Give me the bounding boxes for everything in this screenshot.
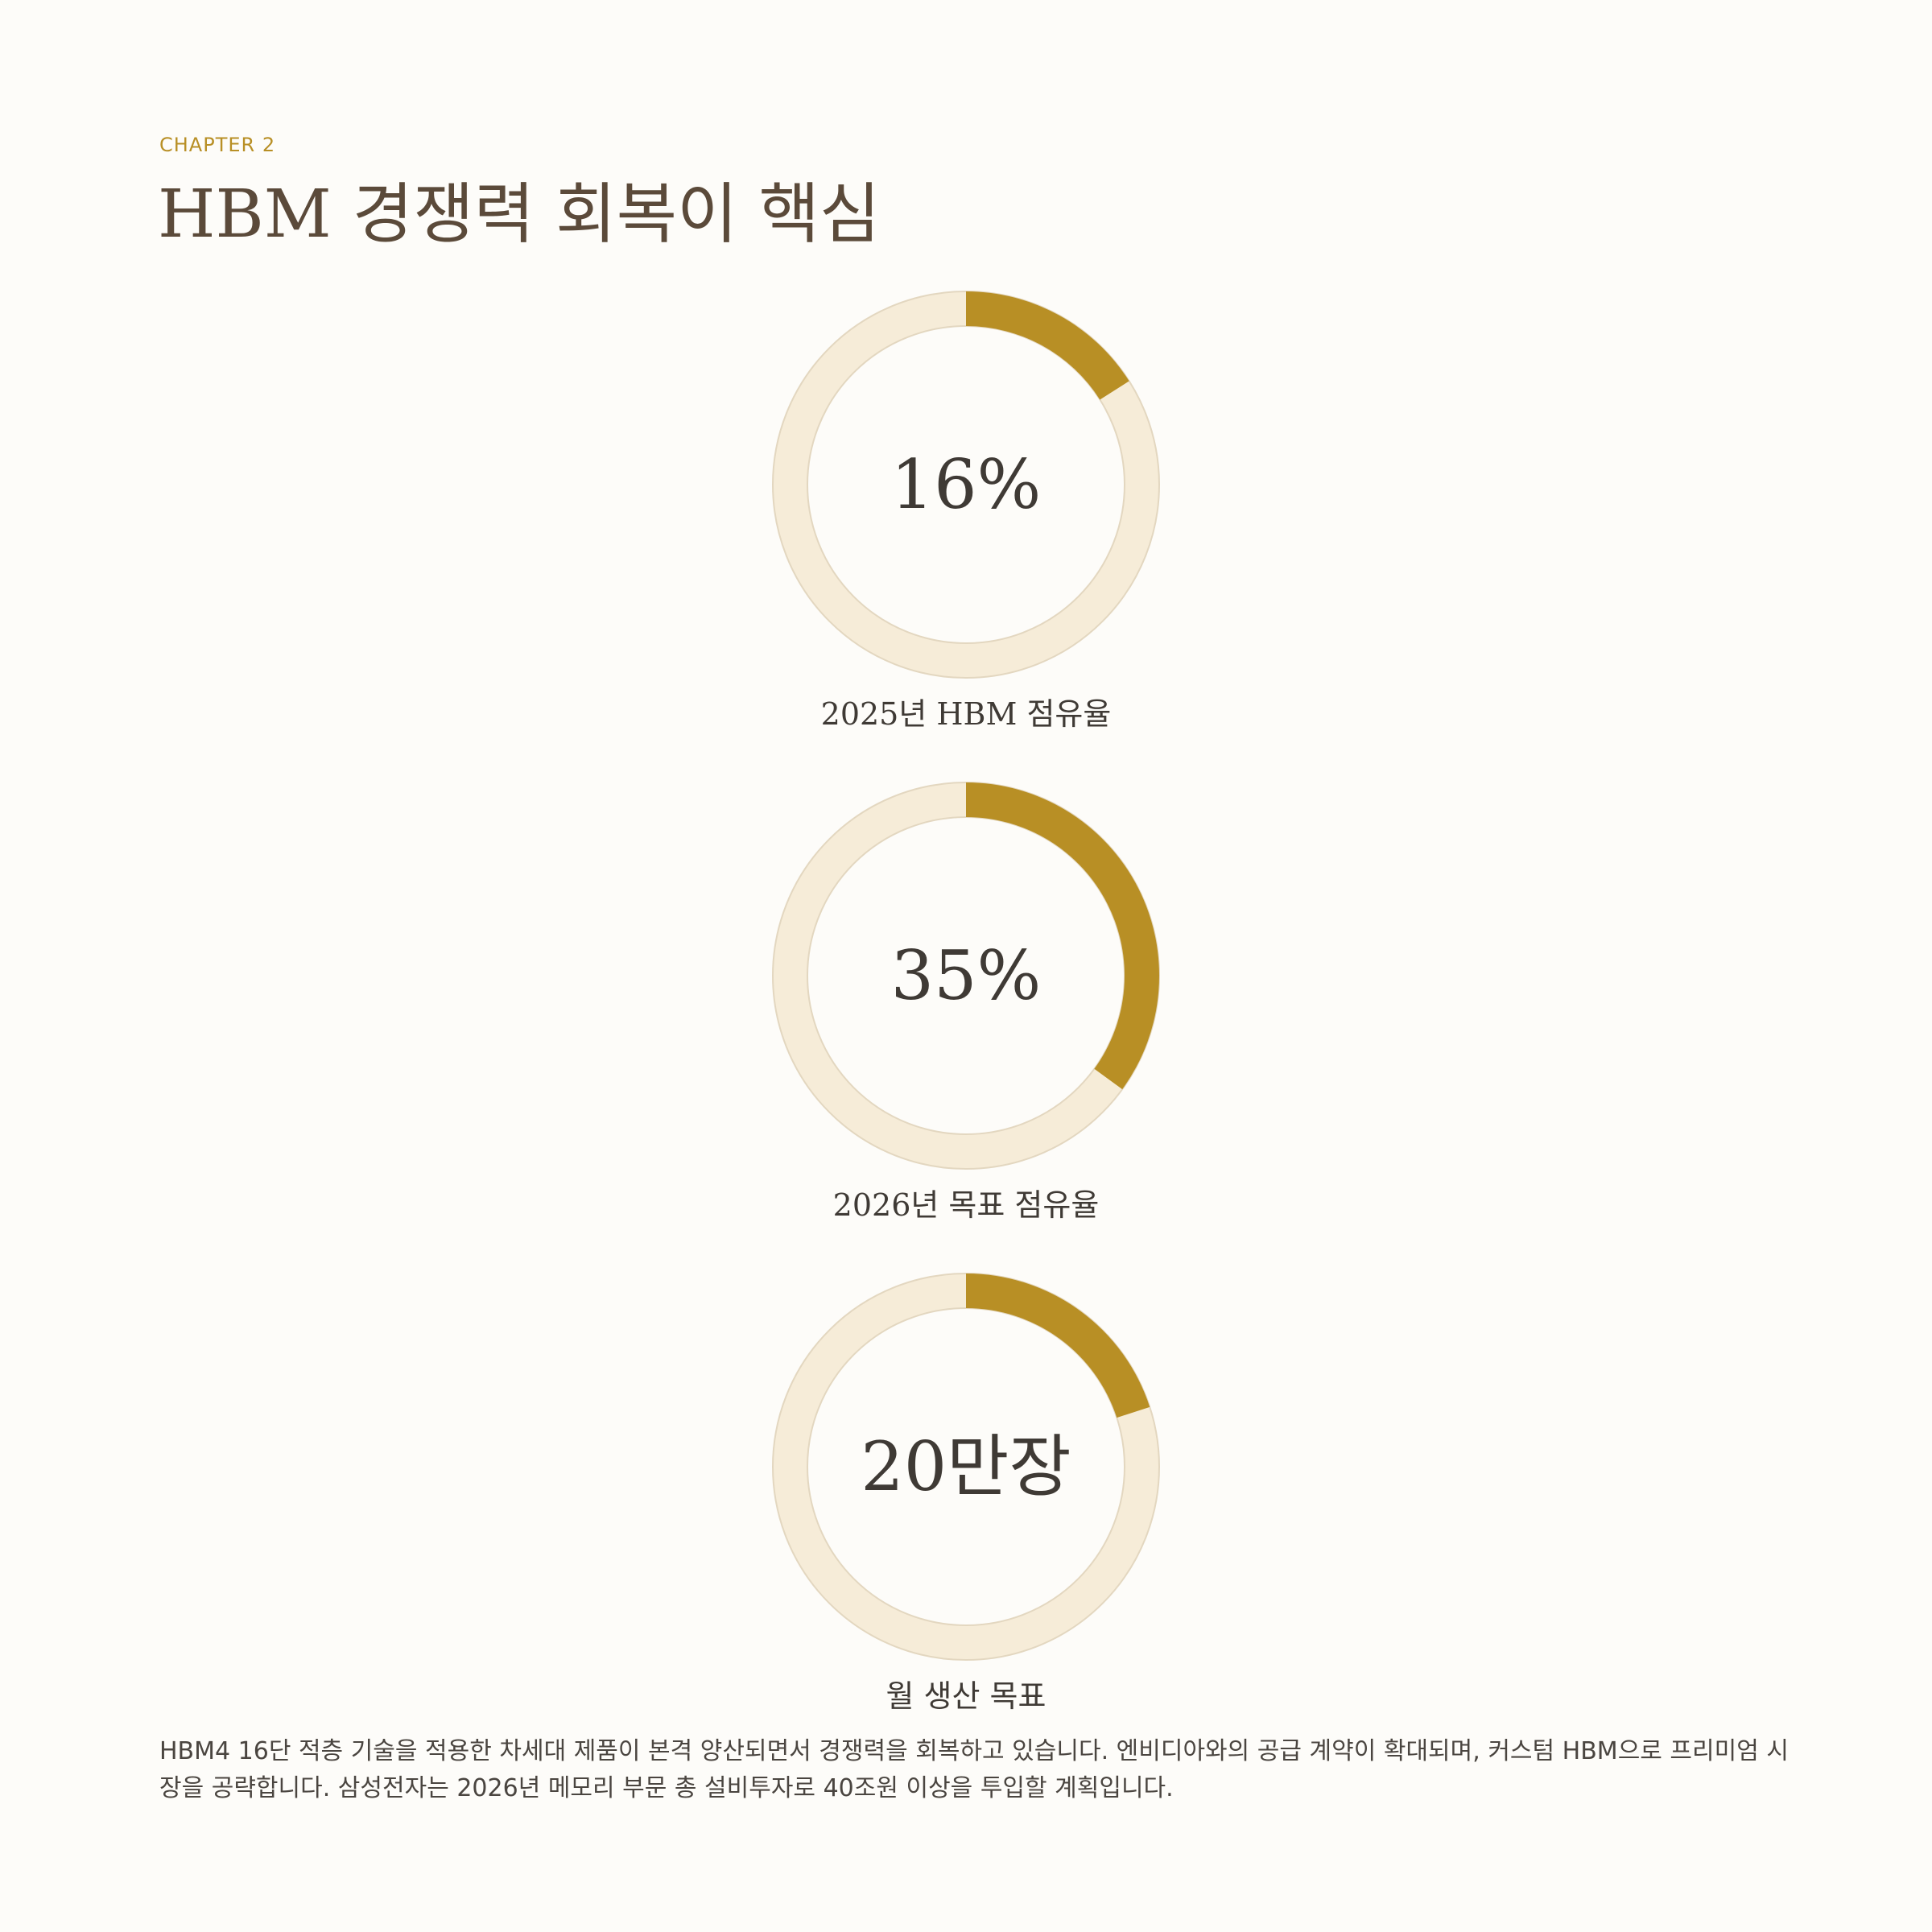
chapter-label: CHAPTER 2 xyxy=(159,134,276,156)
page-title: HBM 경쟁력 회복이 핵심 xyxy=(158,176,881,253)
donut-center-value: 35% xyxy=(890,936,1042,1015)
donut-svg xyxy=(772,1273,1160,1661)
donut-svg xyxy=(772,291,1160,679)
donut-caption: 2025년 HBM 점유율 xyxy=(820,696,1112,732)
donut-chart-hbm-share-2025: 16% 2025년 HBM 점유율 xyxy=(765,283,1167,742)
donut-caption: 월 생산 목표 xyxy=(886,1678,1046,1714)
donut-value-segment xyxy=(966,782,1159,1090)
donut-caption: 2026년 목표 점유율 xyxy=(832,1187,1100,1223)
donut-svg xyxy=(772,782,1160,1170)
donut-chart-monthly-production-target: 20만장 월 생산 목표 xyxy=(765,1265,1167,1724)
donut-center-value: 16% xyxy=(890,445,1042,524)
body-paragraph: HBM4 16단 적층 기술을 적용한 차세대 제품이 본격 양산되면서 경쟁력… xyxy=(159,1737,1789,1802)
donut-center-value: 20만장 xyxy=(861,1427,1071,1506)
donut-value-segment xyxy=(966,1274,1150,1418)
donut-chart-target-share-2026: 35% 2026년 목표 점유율 xyxy=(765,774,1167,1233)
donut-value-segment xyxy=(966,291,1129,400)
